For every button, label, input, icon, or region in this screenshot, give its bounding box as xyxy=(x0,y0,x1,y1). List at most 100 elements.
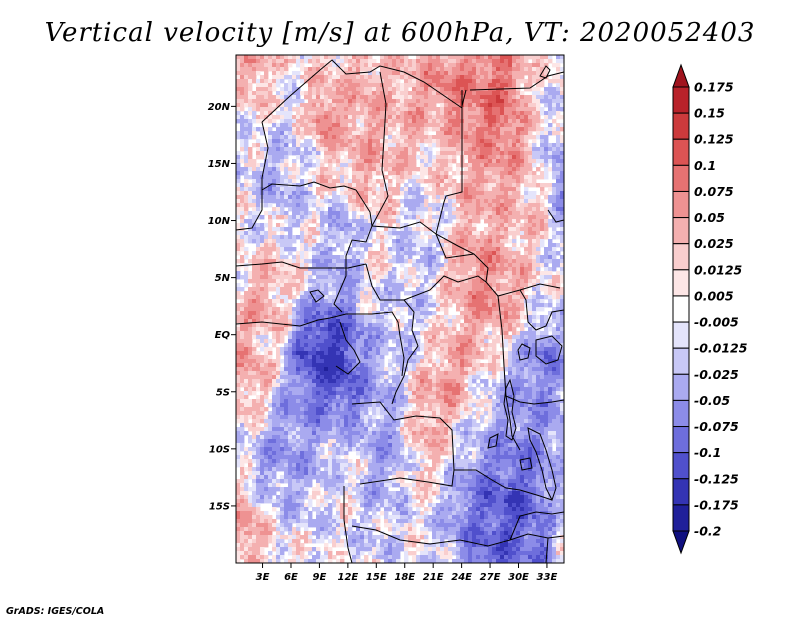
field-cell xyxy=(536,315,541,320)
field-cell xyxy=(312,123,317,128)
field-cell xyxy=(516,291,521,296)
field-cell xyxy=(468,299,473,304)
field-cell xyxy=(332,179,337,184)
field-cell xyxy=(296,311,301,316)
field-cell xyxy=(264,179,269,184)
field-cell xyxy=(440,271,445,276)
field-cell xyxy=(260,163,265,168)
field-cell xyxy=(360,119,365,124)
field-cell xyxy=(360,299,365,304)
field-cell xyxy=(388,203,393,208)
field-cell xyxy=(404,103,409,108)
field-cell xyxy=(384,283,389,288)
field-cell xyxy=(448,115,453,120)
field-cell xyxy=(356,307,361,312)
field-cell xyxy=(320,203,325,208)
field-cell xyxy=(512,223,517,228)
field-cell xyxy=(536,235,541,240)
field-cell xyxy=(556,79,561,84)
field-cell xyxy=(480,275,485,280)
field-cell xyxy=(432,167,437,172)
field-cell xyxy=(284,147,289,152)
field-cell xyxy=(416,227,421,232)
field-cell xyxy=(456,271,461,276)
field-cell xyxy=(416,315,421,320)
field-cell xyxy=(424,299,429,304)
field-cell xyxy=(468,219,473,224)
field-cell xyxy=(340,127,345,132)
field-cell xyxy=(292,99,297,104)
field-cell xyxy=(364,87,369,92)
field-cell xyxy=(368,235,373,240)
field-cell xyxy=(360,223,365,228)
field-cell xyxy=(240,59,245,64)
field-cell xyxy=(552,131,557,136)
field-cell xyxy=(444,187,449,192)
field-cell xyxy=(492,275,497,280)
field-cell xyxy=(540,207,545,212)
field-cell xyxy=(364,139,369,144)
field-cell xyxy=(296,207,301,212)
field-cell xyxy=(312,271,317,276)
field-cell xyxy=(384,127,389,132)
field-cell xyxy=(376,119,381,124)
field-cell xyxy=(400,211,405,216)
field-cell xyxy=(464,183,469,188)
field-cell xyxy=(464,251,469,256)
field-cell xyxy=(316,139,321,144)
field-cell xyxy=(484,295,489,300)
field-cell xyxy=(548,303,553,308)
field-cell xyxy=(456,119,461,124)
field-cell xyxy=(244,323,249,328)
field-cell xyxy=(368,295,373,300)
field-cell xyxy=(388,295,393,300)
field-cell xyxy=(300,91,305,96)
field-cell xyxy=(368,275,373,280)
field-cell xyxy=(300,247,305,252)
field-cell xyxy=(412,147,417,152)
field-cell xyxy=(300,263,305,268)
field-cell xyxy=(452,123,457,128)
field-cell xyxy=(260,103,265,108)
field-cell xyxy=(464,195,469,200)
field-cell xyxy=(388,291,393,296)
field-cell xyxy=(384,131,389,136)
field-cell xyxy=(460,83,465,88)
field-cell xyxy=(528,295,533,300)
field-cell xyxy=(560,183,564,188)
field-cell xyxy=(408,231,413,236)
field-cell xyxy=(352,283,357,288)
field-cell xyxy=(416,155,421,160)
field-cell xyxy=(496,163,501,168)
field-cell xyxy=(288,235,293,240)
field-cell xyxy=(348,91,353,96)
field-cell xyxy=(452,215,457,220)
field-cell xyxy=(504,247,509,252)
field-cell xyxy=(452,291,457,296)
field-cell xyxy=(540,131,545,136)
field-cell xyxy=(356,183,361,188)
field-cell xyxy=(452,135,457,140)
field-cell xyxy=(332,203,337,208)
field-cell xyxy=(552,91,557,96)
field-cell xyxy=(252,239,257,244)
field-cell xyxy=(388,127,393,132)
field-cell xyxy=(476,159,481,164)
field-cell xyxy=(476,175,481,180)
field-cell xyxy=(516,87,521,92)
field-cell xyxy=(480,239,485,244)
field-cell xyxy=(344,143,349,148)
field-cell xyxy=(548,259,553,264)
field-cell xyxy=(280,87,285,92)
field-cell xyxy=(324,219,329,224)
field-cell xyxy=(320,259,325,264)
field-cell xyxy=(344,211,349,216)
field-cell xyxy=(464,71,469,76)
field-cell xyxy=(276,99,281,104)
field-cell xyxy=(472,291,477,296)
field-cell xyxy=(500,271,505,276)
field-cell xyxy=(472,287,477,292)
field-cell xyxy=(356,251,361,256)
field-cell xyxy=(400,299,405,304)
field-cell xyxy=(544,127,549,132)
